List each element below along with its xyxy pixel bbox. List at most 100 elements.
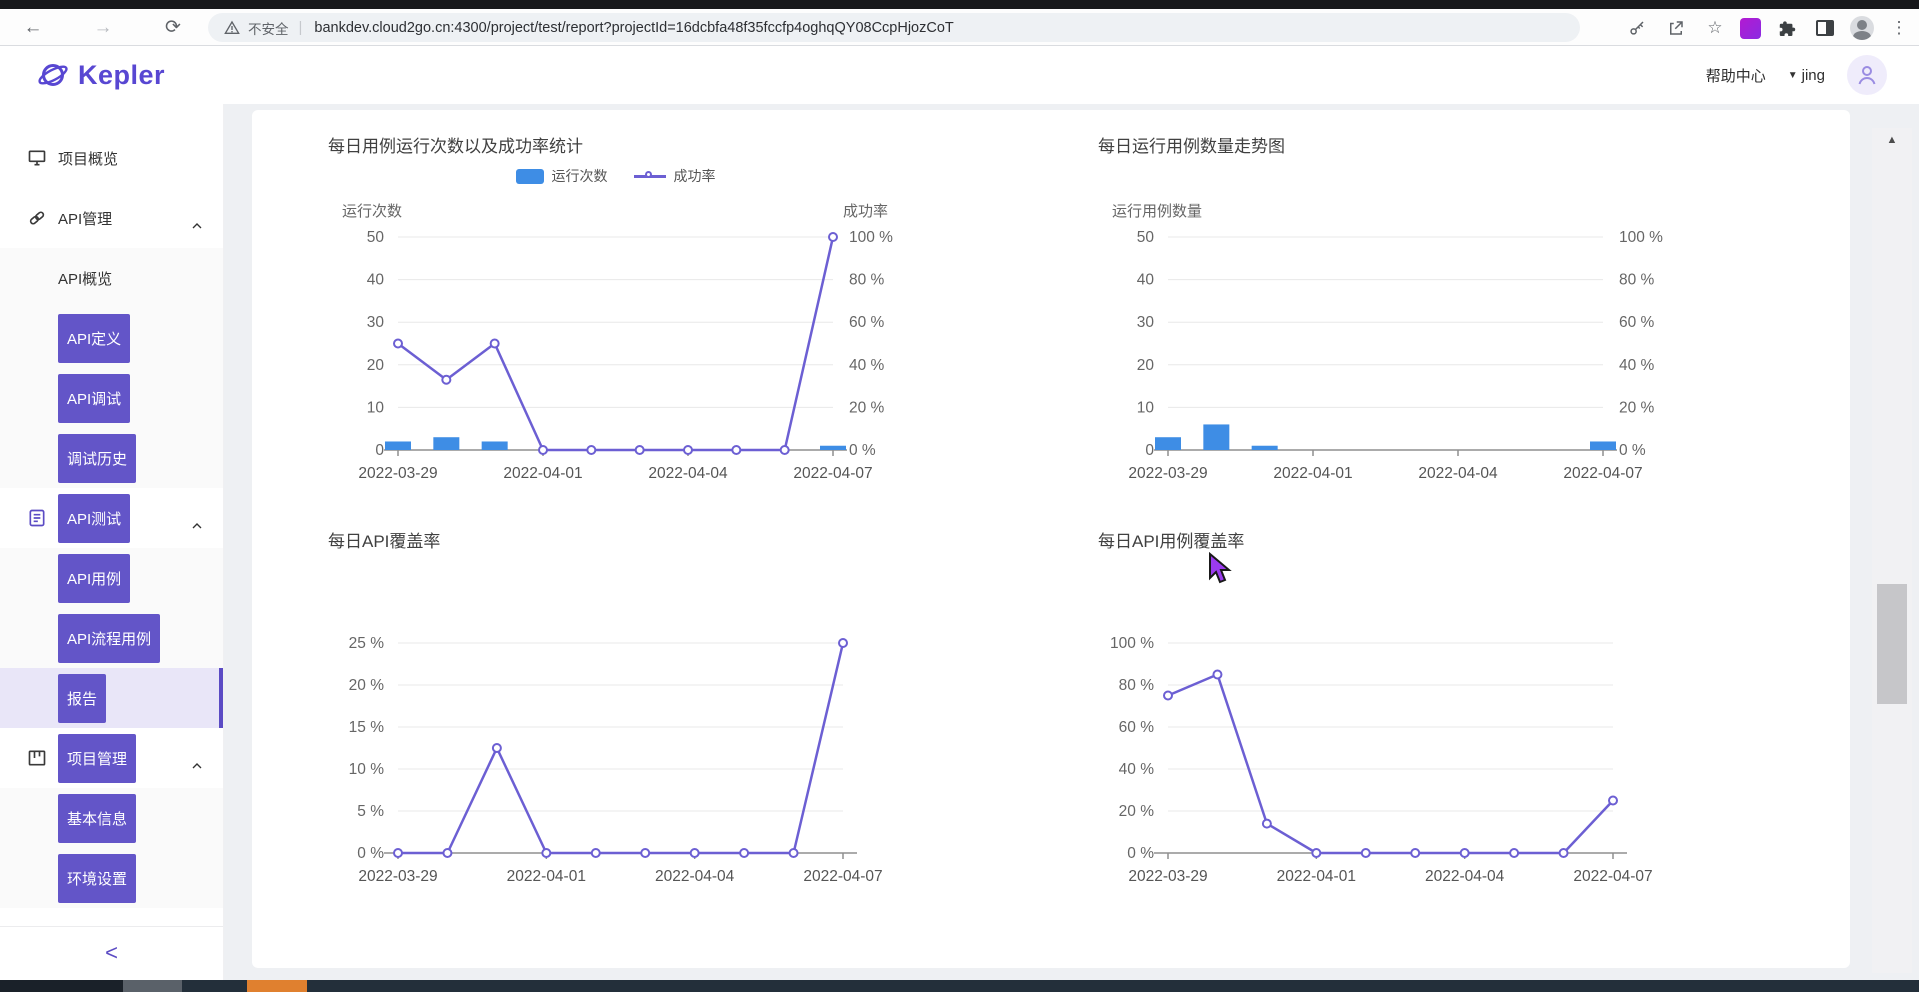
svg-text:20 %: 20 % [349, 677, 385, 694]
sidebar-item-label: API测试 [58, 493, 131, 543]
svg-text:2022-03-29: 2022-03-29 [358, 465, 437, 482]
svg-text:80 %: 80 % [1119, 677, 1155, 694]
monitor-icon [26, 147, 48, 169]
svg-text:80 %: 80 % [849, 272, 885, 289]
sidebar-item-label: 调试历史 [58, 433, 137, 483]
svg-text:2022-03-29: 2022-03-29 [358, 868, 437, 885]
sidebar-item-label: API概览 [58, 270, 113, 288]
security-label: 不安全 [248, 21, 289, 37]
svg-text:15 %: 15 % [349, 719, 385, 736]
sidebar-item-API测试[interactable]: API测试 [0, 488, 223, 548]
chart-canvas: 50 100 % 40 80 % 30 60 % 20 40 % 10 20 % 0 0 % 运行用例数… [1112, 203, 1663, 482]
sidebar-item-label: 项目管理 [58, 733, 137, 783]
svg-text:0 %: 0 % [849, 442, 876, 459]
side-panel-icon[interactable] [1811, 14, 1839, 42]
svg-text:100 %: 100 % [1110, 635, 1154, 652]
refresh-icon[interactable]: ⟳ [165, 17, 181, 38]
share-icon[interactable] [1662, 14, 1690, 42]
user-avatar[interactable] [1847, 55, 1887, 95]
svg-text:40: 40 [1137, 272, 1155, 289]
url-text: bankdev.cloud2go.cn:4300/project/test/re… [314, 19, 954, 36]
planet-logo-icon [38, 64, 68, 86]
sidebar-collapse-button[interactable]: < [105, 940, 118, 965]
svg-text:20 %: 20 % [1619, 399, 1655, 416]
sidebar-item-label: API调试 [58, 373, 131, 423]
brand-name: Kepler [78, 59, 166, 90]
chart-legend: 运行次数 成功率 [328, 160, 903, 192]
chart-canvas: 25 % 20 % 15 % 10 % 5 % 0 % 2022-03-29 2022-04-… [349, 635, 883, 885]
svg-text:40 %: 40 % [849, 357, 885, 374]
video-progress-segment [0, 980, 123, 992]
sidebar-item-API流程用例[interactable]: API流程用例 [0, 608, 223, 668]
legend-item[interactable]: 成功率 [633, 166, 716, 186]
sidebar-item-报告[interactable]: 报告 [0, 668, 223, 728]
svg-text:20: 20 [1137, 357, 1155, 374]
video-progress-bar[interactable] [0, 980, 1919, 992]
svg-text:60 %: 60 % [1619, 314, 1655, 331]
sidebar-item-API定义[interactable]: API定义 [0, 308, 223, 368]
svg-text:30: 30 [367, 314, 385, 331]
sidebar-item-label: API定义 [58, 313, 131, 363]
svg-text:80 %: 80 % [1619, 272, 1655, 289]
selected-indicator [219, 668, 223, 728]
extensions-puzzle-icon[interactable] [1772, 14, 1800, 42]
sidebar-item-环境设置[interactable]: 环境设置 [0, 848, 223, 908]
sidebar-item-API调试[interactable]: API调试 [0, 368, 223, 428]
back-icon[interactable]: ← [23, 17, 43, 38]
svg-text:60 %: 60 % [849, 314, 885, 331]
password-key-icon[interactable] [1623, 14, 1651, 42]
sidebar-item-API管理[interactable]: API管理 [0, 188, 223, 248]
svg-text:2022-04-07: 2022-04-07 [1573, 868, 1652, 885]
svg-text:20 %: 20 % [849, 399, 885, 416]
help-center-link[interactable]: 帮助中心 [1705, 67, 1766, 85]
extension-badge-icon[interactable] [1740, 17, 1761, 39]
sidebar-item-基本信息[interactable]: 基本信息 [0, 788, 223, 848]
svg-text:2022-03-29: 2022-03-29 [1128, 465, 1207, 482]
svg-text:20: 20 [367, 357, 385, 374]
browser-tab-strip [0, 0, 1919, 9]
video-progress-segment [247, 980, 307, 992]
scrollbar-thumb[interactable] [1877, 584, 1907, 704]
chart-legend [1098, 160, 1673, 192]
svg-text:50: 50 [1137, 229, 1155, 246]
kanban-icon [26, 747, 48, 769]
sidebar-item-项目概览[interactable]: 项目概览 [0, 128, 223, 188]
sidebar-item-label: API管理 [58, 210, 113, 228]
sidebar-item-label: 环境设置 [58, 853, 137, 903]
svg-text:40: 40 [367, 272, 385, 289]
svg-text:2022-03-29: 2022-03-29 [1128, 868, 1207, 885]
bookmark-star-icon[interactable]: ☆ [1707, 18, 1723, 37]
scroll-up-arrow-icon[interactable]: ▲ [1886, 134, 1898, 146]
sidebar-item-label: 基本信息 [58, 793, 137, 843]
sidebar-item-label: API流程用例 [58, 613, 161, 663]
svg-text:2022-04-07: 2022-04-07 [1563, 465, 1642, 482]
address-bar[interactable]: 不安全 | bankdev.cloud2go.cn:4300/project/t… [208, 13, 1580, 42]
omnibox-separator: | [298, 19, 303, 36]
sidebar-item-API用例[interactable]: API用例 [0, 548, 223, 608]
sidebar-item-调试历史[interactable]: 调试历史 [0, 428, 223, 488]
user-menu[interactable]: ▼ jing [1788, 67, 1825, 84]
chart-title: 每日用例运行次数以及成功率统计 [328, 137, 583, 156]
legend-item[interactable]: 运行次数 [515, 166, 608, 186]
svg-text:2022-04-04: 2022-04-04 [648, 465, 728, 482]
chart-canvas: 100 % 80 % 60 % 40 % 20 % 0 % 2022-03-29 2022-0… [1110, 635, 1653, 885]
mouse-cursor [1209, 552, 1232, 584]
svg-text:100 %: 100 % [849, 229, 893, 246]
sidebar-divider [0, 926, 223, 927]
brand-logo[interactable]: Kepler [36, 58, 165, 92]
browser-menu-icon[interactable]: ⋮ [1890, 18, 1908, 37]
forward-icon[interactable]: → [93, 17, 113, 38]
vertical-scrollbar[interactable]: ▲ [1872, 128, 1912, 973]
svg-text:成功率: 成功率 [843, 203, 888, 220]
svg-text:运行用例数量: 运行用例数量 [1112, 203, 1202, 220]
browser-toolbar: ← → ⟳ 不安全 | bankdev.cloud2go.cn:4300/pro… [0, 9, 1919, 46]
svg-text:0: 0 [1145, 442, 1154, 459]
svg-text:2022-04-01: 2022-04-01 [1273, 465, 1352, 482]
browser-profile-avatar[interactable] [1850, 16, 1874, 40]
sidebar-item-API概览[interactable]: API概览 [0, 248, 223, 308]
video-progress-segment [123, 980, 182, 992]
sidebar-item-项目管理[interactable]: 项目管理 [0, 728, 223, 788]
svg-text:40 %: 40 % [1119, 761, 1155, 778]
svg-text:2022-04-07: 2022-04-07 [793, 465, 872, 482]
document-icon [26, 507, 48, 529]
